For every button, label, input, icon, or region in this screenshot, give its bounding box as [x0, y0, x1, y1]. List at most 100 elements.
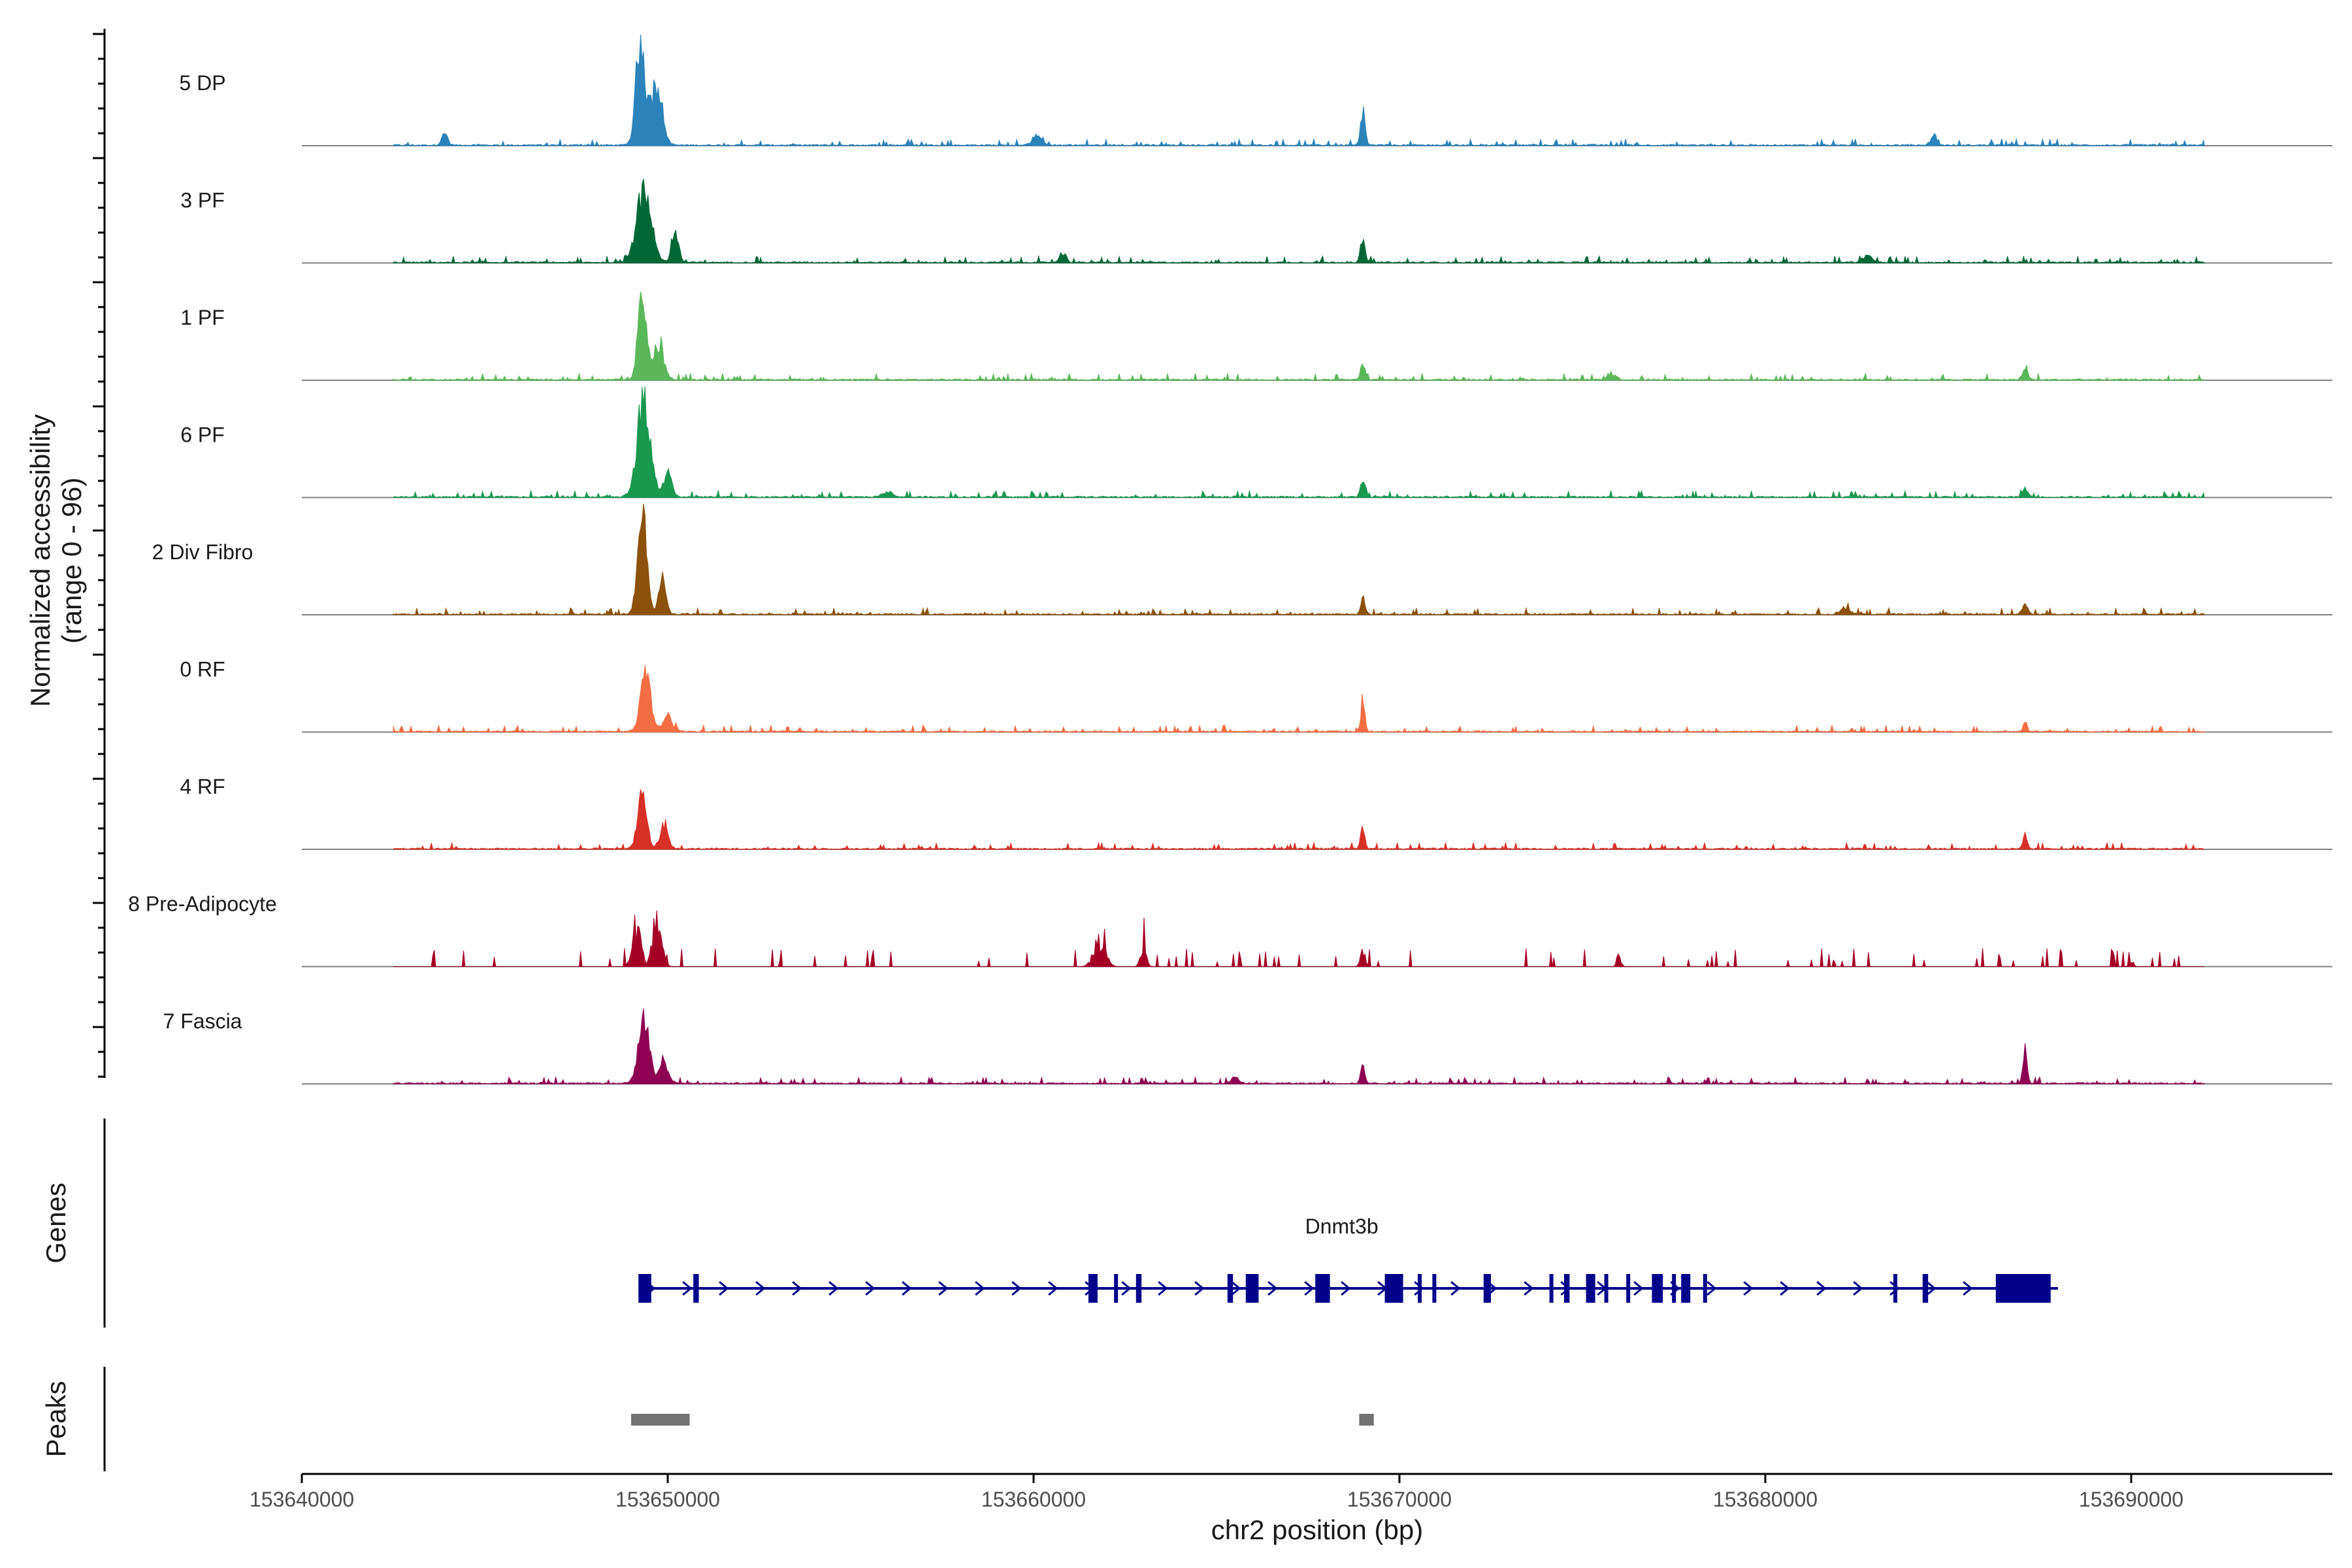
track-label: 2 Div Fibro [152, 540, 253, 564]
track-7: 8 Pre-Adipocyte [128, 892, 2332, 968]
x-tick-label: 153690000 [2079, 1488, 2183, 1511]
track-label: 8 Pre-Adipocyte [128, 892, 277, 916]
strand-arrow [1304, 1281, 1315, 1296]
track-8: 7 Fascia [163, 1008, 2332, 1085]
gene-exon [1681, 1274, 1691, 1303]
gene-exon [1245, 1274, 1259, 1303]
track-6: 4 RF [180, 775, 2332, 850]
strand-arrow [755, 1281, 766, 1296]
gene-exon [1432, 1274, 1437, 1303]
gene-exon [1586, 1274, 1595, 1303]
track-label: 3 PF [180, 189, 225, 212]
x-axis-title: chr2 position (bp) [1211, 1514, 1424, 1545]
strand-arrow [1707, 1281, 1717, 1296]
strand-arrow [1889, 1281, 1900, 1296]
gene-exon [638, 1274, 651, 1303]
peaks-panel-title: Peaks [41, 1381, 71, 1458]
strand-arrow [1048, 1281, 1058, 1296]
coverage-area [393, 291, 2206, 382]
strand-arrow [1231, 1281, 1241, 1296]
strand-arrow [1816, 1281, 1827, 1296]
strand-arrow [1524, 1281, 1534, 1296]
coverage-area [393, 910, 2204, 968]
strand-arrow [1011, 1281, 1022, 1296]
peaks-track [631, 1414, 1374, 1426]
strand-arrow [792, 1281, 802, 1296]
strand-arrow [1633, 1281, 1644, 1296]
gene-exon [1114, 1274, 1119, 1303]
strand-arrow [1926, 1281, 1936, 1296]
strand-arrow [1341, 1281, 1351, 1296]
strand-arrow [938, 1281, 949, 1296]
strand-arrow [682, 1281, 693, 1296]
track-4: 2 Div Fibro [152, 503, 2332, 616]
track-label: 5 DP [179, 71, 225, 95]
x-tick-label: 153660000 [981, 1488, 1086, 1511]
strand-arrow [1780, 1281, 1790, 1296]
track-label: 0 RF [180, 658, 225, 681]
strand-arrow [1963, 1281, 1973, 1296]
strand-arrow [1194, 1281, 1205, 1296]
gene-exon [1418, 1274, 1422, 1303]
x-tick-label: 153680000 [1713, 1488, 1818, 1511]
gene-exon [693, 1274, 699, 1303]
y-axis-title-line1: Normalized accessibility [25, 414, 56, 707]
coverage-area [393, 1008, 2206, 1085]
coverage-area [393, 503, 2205, 616]
x-tick-label: 153650000 [615, 1488, 720, 1511]
y-axis-title-line2: (range 0 - 96) [56, 478, 87, 644]
gene-exon [1703, 1274, 1707, 1303]
gene-model [638, 1274, 2058, 1303]
peak-region [631, 1414, 690, 1426]
gene-exon [1922, 1274, 1929, 1303]
track-label: 1 PF [180, 306, 225, 329]
gene-exon [1995, 1274, 2051, 1303]
strand-arrow [865, 1281, 875, 1296]
track-0: 5 DP [179, 34, 2332, 147]
x-axis-ticks: 153640000 153650000 153660000 153670000 1536… [250, 1474, 2183, 1511]
gene-exon [1652, 1274, 1663, 1303]
gene-exon [1564, 1274, 1570, 1303]
gene-exon [1604, 1274, 1609, 1303]
gene-label: Dnmt3b [1305, 1215, 1379, 1238]
strand-arrow [1267, 1281, 1278, 1296]
gene-exon [1483, 1274, 1491, 1303]
gene-exon [1626, 1274, 1631, 1303]
track-label: 7 Fascia [163, 1009, 242, 1033]
track-2: 1 PF [180, 291, 2332, 382]
strand-arrow [1158, 1281, 1168, 1296]
coverage-area [393, 386, 2205, 499]
strand-arrow [902, 1281, 912, 1296]
strand-arrow [828, 1281, 839, 1296]
track-1: 3 PF [180, 178, 2332, 264]
strand-arrow [1414, 1281, 1424, 1296]
coverage-y-ticks [93, 33, 105, 1078]
coverage-tracks: 5 DP 3 PF 1 PF 6 PF 2 Div Fibro 0 RF 4 RF 8 Pre… [128, 34, 2332, 1085]
gene-exon [1893, 1274, 1897, 1303]
strand-arrow [719, 1281, 729, 1296]
strand-arrow [1853, 1281, 1863, 1296]
strand-arrow [1450, 1281, 1461, 1296]
strand-arrow [1121, 1281, 1132, 1296]
genes-panel-title: Genes [41, 1183, 71, 1264]
coverage-area [393, 664, 2206, 733]
x-tick-label: 153670000 [1347, 1488, 1452, 1511]
track-3: 6 PF [180, 386, 2332, 499]
strand-arrow [975, 1281, 985, 1296]
gene-exon [1384, 1274, 1403, 1303]
gene-exon [1549, 1274, 1554, 1303]
track-label: 4 RF [180, 775, 225, 798]
coverage-area [393, 789, 2205, 850]
x-tick-label: 153640000 [250, 1488, 354, 1511]
gene-exon [1135, 1274, 1142, 1303]
strand-arrow [1743, 1281, 1754, 1296]
gene-exon [1672, 1274, 1676, 1303]
gene-exon [1227, 1274, 1233, 1303]
coverage-area [393, 34, 2205, 147]
gene-exon [1088, 1274, 1098, 1303]
gene-exon [1315, 1274, 1330, 1303]
track-5: 0 RF [180, 658, 2332, 733]
track-label: 6 PF [180, 423, 225, 447]
coverage-area [393, 178, 2206, 264]
